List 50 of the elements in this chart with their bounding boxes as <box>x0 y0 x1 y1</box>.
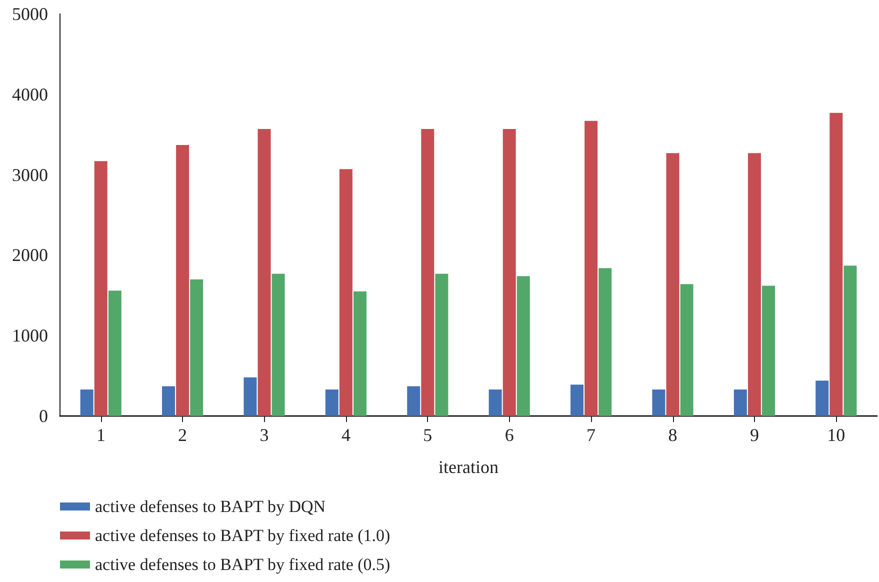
bar <box>162 386 176 416</box>
x-axis-title: iteration <box>438 457 498 477</box>
x-tick-label: 2 <box>178 425 188 445</box>
bar <box>80 389 94 416</box>
bar <box>94 161 108 416</box>
bar <box>325 389 338 416</box>
bar <box>830 112 843 416</box>
legend-label: active defenses to BAPT by DQN <box>95 497 326 516</box>
y-tick-label: 0 <box>39 406 48 426</box>
bar <box>108 290 122 416</box>
bar <box>488 389 502 416</box>
bar <box>748 153 761 416</box>
x-tick-label: 4 <box>341 425 350 445</box>
y-tick-label: 2000 <box>12 245 48 266</box>
bar <box>666 153 680 416</box>
legend-label: active defenses to BAPT by fixed rate (0.5) <box>95 555 390 574</box>
bar <box>584 120 598 416</box>
bar <box>734 389 747 416</box>
x-tick-label: 3 <box>260 425 269 445</box>
y-tick-label: 1000 <box>12 326 48 346</box>
x-tick-label: 5 <box>423 425 432 445</box>
x-tick-label: 7 <box>586 425 596 445</box>
y-tick-label: 4000 <box>12 84 48 104</box>
bar <box>435 274 448 416</box>
x-tick-label: 8 <box>668 425 678 445</box>
bar <box>258 128 271 416</box>
bar <box>680 284 694 416</box>
bar <box>516 276 530 416</box>
bar <box>339 169 352 416</box>
bar <box>176 145 190 416</box>
legend-label: active defenses to BAPT by fixed rate (1.0) <box>95 526 390 545</box>
x-tick-label: 6 <box>504 425 514 445</box>
y-tick-label: 3000 <box>12 164 48 185</box>
bar <box>244 377 257 416</box>
bar <box>421 128 434 416</box>
x-tick-label: 1 <box>96 425 106 445</box>
y-tick-label: 5000 <box>12 4 48 24</box>
bar <box>502 128 516 416</box>
bar <box>272 274 285 416</box>
bar <box>762 286 775 416</box>
bar <box>190 279 204 416</box>
bar <box>652 389 666 416</box>
bar <box>407 386 420 416</box>
bar <box>598 268 612 416</box>
bar <box>816 380 829 416</box>
x-tick-label: 10 <box>827 425 846 445</box>
bar <box>570 384 584 416</box>
bar <box>844 266 857 416</box>
x-tick-label: 9 <box>750 425 759 445</box>
bar <box>353 291 366 416</box>
